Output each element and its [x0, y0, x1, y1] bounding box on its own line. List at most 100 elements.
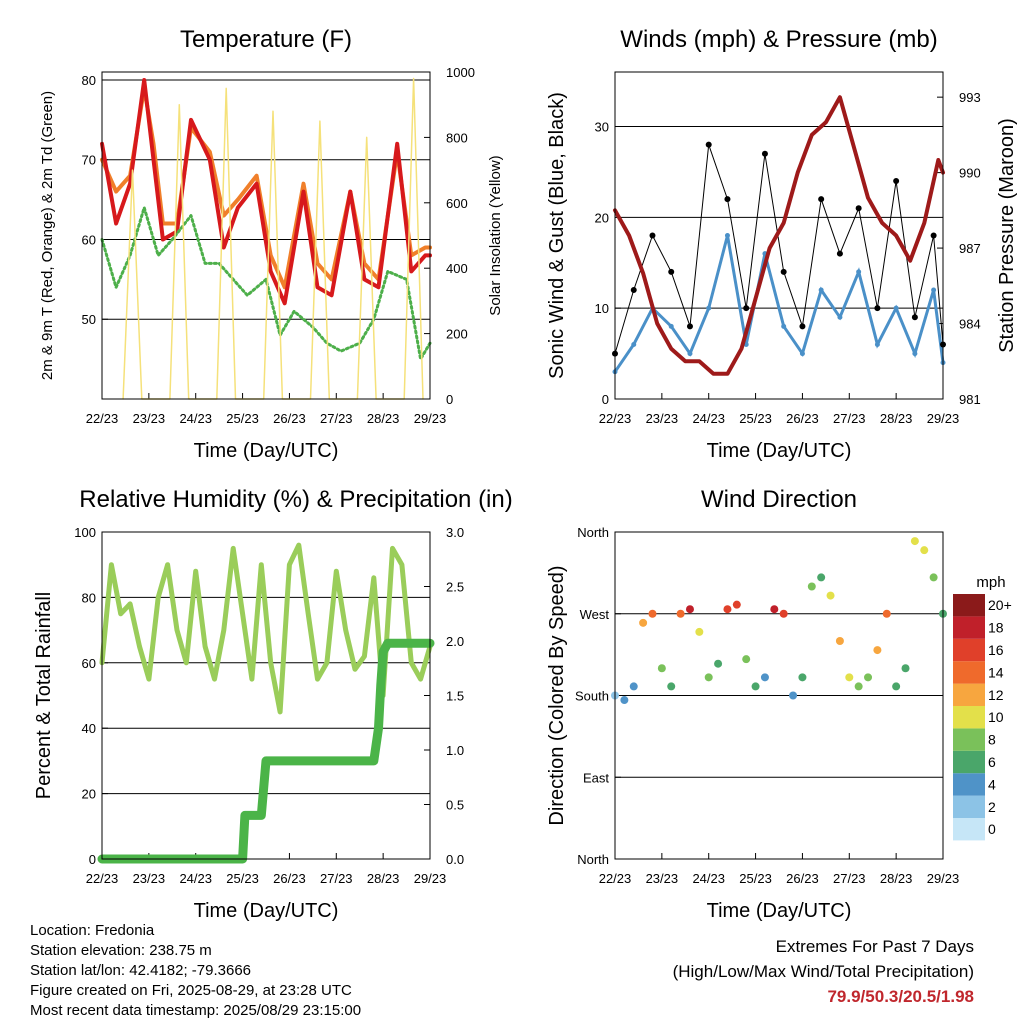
station-info: Location: Fredonia Station elevation: 23…	[30, 921, 361, 1021]
chart2-xtick-label: 25/23	[739, 411, 772, 426]
chart3-xtick-label: 26/23	[273, 871, 306, 886]
chart4-direction-point	[676, 609, 685, 618]
speed-legend-label: 16	[988, 642, 1004, 658]
chart2-xtick-label: 27/23	[833, 411, 866, 426]
extremes-heading: Extremes For Past 7 Days	[775, 937, 974, 956]
chart4-direction-point	[751, 682, 760, 691]
chart1-xtick-label: 27/23	[320, 411, 353, 426]
chart4-direction-point	[620, 696, 629, 705]
chart4-xtick-label: 24/23	[692, 871, 725, 886]
chart4-direction-point	[817, 573, 826, 582]
chart4-direction-point	[798, 673, 807, 682]
speed-legend-label: 0	[988, 821, 996, 837]
chart4-xtick-label: 28/23	[880, 871, 913, 886]
chart1-xtick-label: 28/23	[367, 411, 400, 426]
chart1-y2tick-label: 0	[446, 392, 453, 407]
chart4-direction-point	[732, 600, 741, 609]
chart2-xlabel: Time (Day/UTC)	[707, 440, 852, 462]
chart4-xtick-label: 29/23	[927, 871, 960, 886]
chart3-y2tick-label: 3.0	[446, 525, 464, 540]
speed-legend-label: 20+	[988, 597, 1012, 613]
chart2-xtick-label: 24/23	[692, 411, 725, 426]
chart1-xtick-label: 29/23	[414, 411, 447, 426]
chart1-y2label: Solar Insolation (Yellow)	[487, 155, 504, 315]
speed-legend-swatch	[953, 638, 985, 662]
chart4-direction-point	[667, 682, 676, 691]
chart2-ytick-label: 20	[595, 210, 609, 225]
chart2-xtick-label: 22/23	[599, 411, 632, 426]
chart4-direction-point	[854, 682, 863, 691]
chart4-xtick-label: 23/23	[646, 871, 679, 886]
chart4-direction-point	[714, 659, 723, 668]
chart1-y2tick-label: 800	[446, 130, 468, 145]
chart3-y2tick-label: 0.5	[446, 798, 464, 813]
chart1-t2m-line	[100, 78, 432, 306]
speed-legend-swatch	[953, 728, 985, 751]
chart3-y2tick-label: 2.0	[446, 634, 464, 649]
chart4-direction-point	[892, 682, 901, 691]
speed-legend-swatch	[953, 594, 985, 617]
chart3-xtick-label: 24/23	[179, 871, 212, 886]
chart3-group	[97, 531, 435, 864]
chart3-xtick-label: 23/23	[133, 871, 166, 886]
chart1-y2tick-label: 200	[446, 327, 468, 342]
chart3-xtick-label: 25/23	[226, 871, 259, 886]
chart2-ytick-label: 0	[602, 392, 609, 407]
chart3-y2tick-label: 1.0	[446, 743, 464, 758]
chart4-direction-point	[789, 691, 798, 700]
chart1-td2m-line	[100, 206, 432, 361]
chart1-ytick-label: 70	[82, 153, 96, 168]
chart4-title: Wind Direction	[701, 486, 857, 513]
chart4-direction-point	[845, 673, 854, 682]
chart2-y2tick-label: 987	[959, 241, 981, 256]
chart3-xtick-label: 28/23	[367, 871, 400, 886]
chart1-y2tick-label: 600	[446, 196, 468, 211]
chart3-xtick-label: 27/23	[320, 871, 353, 886]
speed-legend-label: 18	[988, 620, 1004, 636]
speed-legend-swatch	[953, 661, 985, 684]
chart1-frame	[101, 71, 431, 400]
chart2-xtick-label: 23/23	[646, 411, 679, 426]
chart4-direction-point	[826, 591, 835, 600]
chart2-frame	[614, 71, 944, 400]
chart3-y2tick-label: 0.0	[446, 852, 464, 867]
chart4-ytick-label: West	[580, 607, 610, 622]
chart3-ytick-label: 80	[82, 590, 96, 605]
chart4-xtick-label: 25/23	[739, 871, 772, 886]
chart1-xlabel: Time (Day/UTC)	[194, 440, 339, 462]
chart2-y2tick-label: 984	[959, 317, 981, 332]
chart1-ytick-label: 50	[82, 312, 96, 327]
speed-legend-swatch	[953, 616, 985, 639]
created-text: Figure created on Fri, 2025-08-29, at 23…	[30, 982, 352, 999]
speed-legend-label: 6	[988, 754, 996, 770]
speed-legend-swatch	[953, 818, 985, 841]
speed-legend-swatch	[953, 773, 985, 796]
chart4-direction-point	[901, 664, 910, 673]
speed-legend-swatch	[953, 683, 985, 706]
speed-legend-label: 8	[988, 732, 996, 748]
chart3-ytick-label: 20	[82, 787, 96, 802]
speed-legend-swatch	[953, 706, 985, 729]
chart3-ytick-label: 60	[82, 656, 96, 671]
chart1-ylabel: 2m & 9m T (Red, Orange) & 2m Td (Green)	[39, 91, 56, 380]
chart3-ytick-label: 100	[74, 525, 96, 540]
location-text: Location: Fredonia	[30, 922, 155, 939]
chart4-direction-point	[742, 655, 751, 664]
chart4-xlabel: Time (Day/UTC)	[707, 900, 852, 922]
chart4-direction-point	[723, 605, 732, 614]
chart2-wind-line	[613, 235, 945, 373]
speed-legend-swatch	[953, 795, 985, 818]
chart4-direction-point	[639, 618, 648, 627]
speed-legend-label: 2	[988, 799, 996, 815]
chart4-ytick-label: South	[575, 689, 609, 704]
chart2-xtick-label: 28/23	[880, 411, 913, 426]
chart4-direction-point	[770, 605, 779, 614]
chart4-direction-point	[910, 537, 919, 546]
chart4-direction-point	[685, 605, 694, 614]
chart4-direction-point	[657, 664, 666, 673]
chart2-xtick-label: 26/23	[786, 411, 819, 426]
chart1-solar-line	[122, 77, 424, 400]
chart1-y2tick-label: 1000	[446, 65, 475, 80]
chart3-rh-line	[99, 542, 433, 715]
